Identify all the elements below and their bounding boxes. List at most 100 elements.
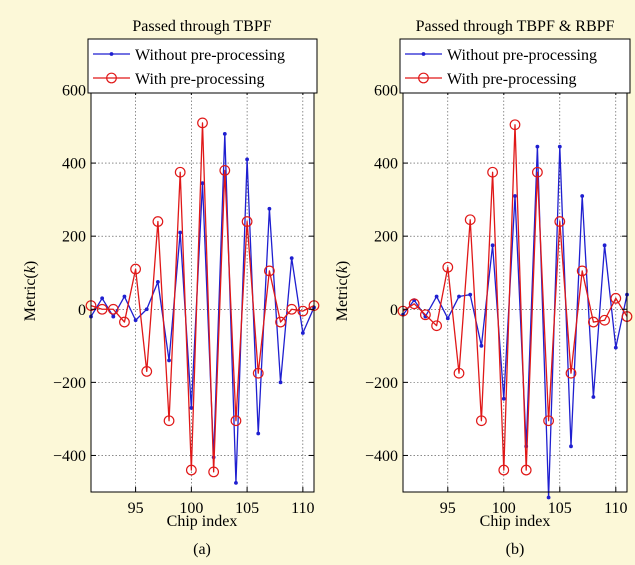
legend-marker	[106, 72, 117, 84]
x-tick-label: 110	[604, 500, 627, 517]
data-point-with	[119, 316, 130, 328]
chart-title: Passed through TBPF & RBPF	[416, 18, 615, 35]
data-point-with	[275, 316, 286, 328]
legend: Without pre-processing With pre-processin…	[87, 38, 318, 94]
data-point-without	[156, 279, 160, 284]
legend-marker	[421, 52, 426, 56]
data-point-with	[576, 265, 588, 277]
data-point-with	[520, 464, 532, 476]
data-point-with	[498, 464, 510, 476]
y-tick-label: 0	[78, 302, 86, 319]
data-point-with	[509, 119, 521, 131]
data-point-without	[167, 358, 171, 363]
legend-box	[399, 38, 631, 94]
data-point-with	[599, 314, 610, 326]
y-tick-label: 600	[374, 83, 398, 100]
data-point-with	[610, 292, 622, 304]
data-point-with	[96, 303, 108, 315]
data-point-with	[420, 309, 431, 321]
data-point-with	[565, 367, 577, 379]
legend-label: With pre-processing	[135, 71, 265, 88]
data-point-with	[487, 166, 499, 178]
data-point-without	[479, 343, 484, 348]
legend-label: Without pre-processing	[135, 47, 285, 64]
panel-caption: (a)	[193, 541, 211, 558]
series-line-with	[90, 122, 315, 473]
data-point-without	[178, 230, 183, 235]
chart-title: Passed through TBPF	[132, 18, 271, 35]
y-tick-label: −200	[53, 375, 86, 392]
y-tick-label: −400	[53, 448, 86, 465]
data-point-with	[163, 415, 175, 427]
y-tick-label: 400	[374, 156, 398, 173]
y-tick-label: −400	[365, 448, 398, 465]
legend-marker	[109, 52, 114, 56]
x-tick-label: 100	[492, 500, 516, 517]
data-point-without	[513, 194, 517, 198]
data-point-without	[100, 296, 105, 301]
data-point-without	[445, 316, 450, 321]
data-point-with	[107, 303, 119, 315]
y-tick-label: 200	[374, 229, 398, 246]
data-point-without	[501, 396, 506, 401]
data-point-without	[300, 331, 305, 335]
data-point-without	[569, 444, 573, 449]
y-tick-label: 600	[62, 83, 86, 100]
data-point-with	[208, 466, 220, 478]
chart-panel-b: 95 100 105 110 −400 −200 0 200 400 600 Passed thro…	[334, 18, 633, 558]
x-axis-label: Chip index	[167, 513, 238, 530]
data-point-with	[141, 366, 153, 377]
data-point-without	[289, 256, 294, 261]
y-axis-label: Metric(k)	[22, 261, 39, 321]
x-tick-label: 95	[128, 500, 144, 517]
data-point-with	[286, 303, 298, 315]
data-point-with	[554, 216, 566, 227]
data-point-without	[557, 144, 562, 149]
x-tick-label: 105	[548, 500, 572, 517]
data-point-without	[613, 345, 618, 350]
data-point-with	[230, 415, 242, 427]
legend-label: With pre-processing	[447, 71, 577, 88]
x-tick-label: 95	[440, 500, 456, 517]
y-axis-label: Metric(k)	[334, 261, 351, 321]
legend: Without pre-processing With pre-processin…	[399, 38, 631, 94]
y-tick-label: 200	[62, 229, 86, 246]
data-point-without	[144, 307, 149, 312]
data-point-with	[408, 298, 420, 310]
data-point-with	[174, 166, 186, 178]
data-point-with	[464, 214, 476, 226]
data-point-with	[588, 316, 599, 328]
data-point-with	[252, 367, 264, 379]
data-point-without	[189, 406, 194, 410]
data-point-without	[256, 431, 261, 436]
x-tick-label: 110	[291, 500, 314, 517]
data-point-with	[264, 265, 275, 277]
data-point-without	[111, 314, 116, 319]
data-point-with	[219, 164, 231, 176]
data-point-without	[602, 243, 607, 248]
legend-label: Without pre-processing	[447, 47, 597, 64]
data-point-without	[580, 194, 585, 198]
data-point-with	[442, 261, 454, 273]
data-point-with	[152, 216, 164, 227]
data-point-without	[591, 395, 596, 399]
x-tick-label: 105	[235, 500, 259, 517]
y-tick-label: 400	[62, 156, 86, 173]
x-tick-label: 100	[179, 500, 203, 517]
data-point-with	[241, 216, 253, 227]
data-point-without	[490, 243, 495, 248]
legend-marker	[418, 72, 429, 84]
plot-area	[91, 90, 314, 492]
plot-area	[403, 90, 627, 492]
data-point-without	[245, 157, 250, 162]
data-point-with	[197, 117, 208, 129]
y-tick-label: 0	[390, 302, 398, 319]
data-point-with	[431, 320, 443, 332]
data-point-without	[267, 206, 272, 211]
data-point-without	[546, 495, 551, 500]
data-point-with	[543, 415, 554, 427]
data-point-with	[297, 305, 309, 317]
data-point-with	[476, 415, 487, 427]
data-point-without	[457, 294, 461, 299]
